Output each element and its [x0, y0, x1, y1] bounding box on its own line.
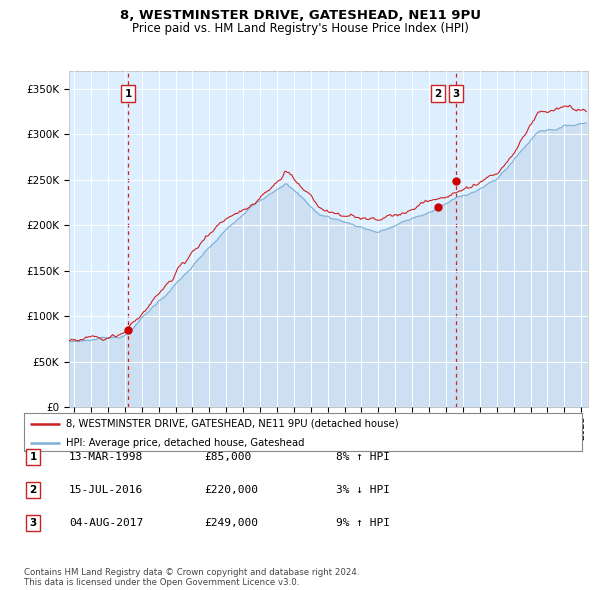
- Text: £249,000: £249,000: [204, 519, 258, 528]
- Text: Price paid vs. HM Land Registry's House Price Index (HPI): Price paid vs. HM Land Registry's House …: [131, 22, 469, 35]
- Text: 3% ↓ HPI: 3% ↓ HPI: [336, 486, 390, 495]
- Text: HPI: Average price, detached house, Gateshead: HPI: Average price, detached house, Gate…: [66, 438, 304, 448]
- Text: 2: 2: [434, 88, 442, 99]
- Text: 1: 1: [125, 88, 132, 99]
- Text: 1: 1: [29, 453, 37, 462]
- Text: £220,000: £220,000: [204, 486, 258, 495]
- Text: 9% ↑ HPI: 9% ↑ HPI: [336, 519, 390, 528]
- Text: 13-MAR-1998: 13-MAR-1998: [69, 453, 143, 462]
- Text: 15-JUL-2016: 15-JUL-2016: [69, 486, 143, 495]
- Text: 3: 3: [29, 519, 37, 528]
- Text: 2: 2: [29, 486, 37, 495]
- Text: 8, WESTMINSTER DRIVE, GATESHEAD, NE11 9PU: 8, WESTMINSTER DRIVE, GATESHEAD, NE11 9P…: [119, 9, 481, 22]
- Text: 8, WESTMINSTER DRIVE, GATESHEAD, NE11 9PU (detached house): 8, WESTMINSTER DRIVE, GATESHEAD, NE11 9P…: [66, 419, 398, 429]
- Text: 8% ↑ HPI: 8% ↑ HPI: [336, 453, 390, 462]
- Text: 3: 3: [452, 88, 460, 99]
- Text: This data is licensed under the Open Government Licence v3.0.: This data is licensed under the Open Gov…: [24, 578, 299, 587]
- Text: Contains HM Land Registry data © Crown copyright and database right 2024.: Contains HM Land Registry data © Crown c…: [24, 568, 359, 577]
- Text: £85,000: £85,000: [204, 453, 251, 462]
- Text: 04-AUG-2017: 04-AUG-2017: [69, 519, 143, 528]
